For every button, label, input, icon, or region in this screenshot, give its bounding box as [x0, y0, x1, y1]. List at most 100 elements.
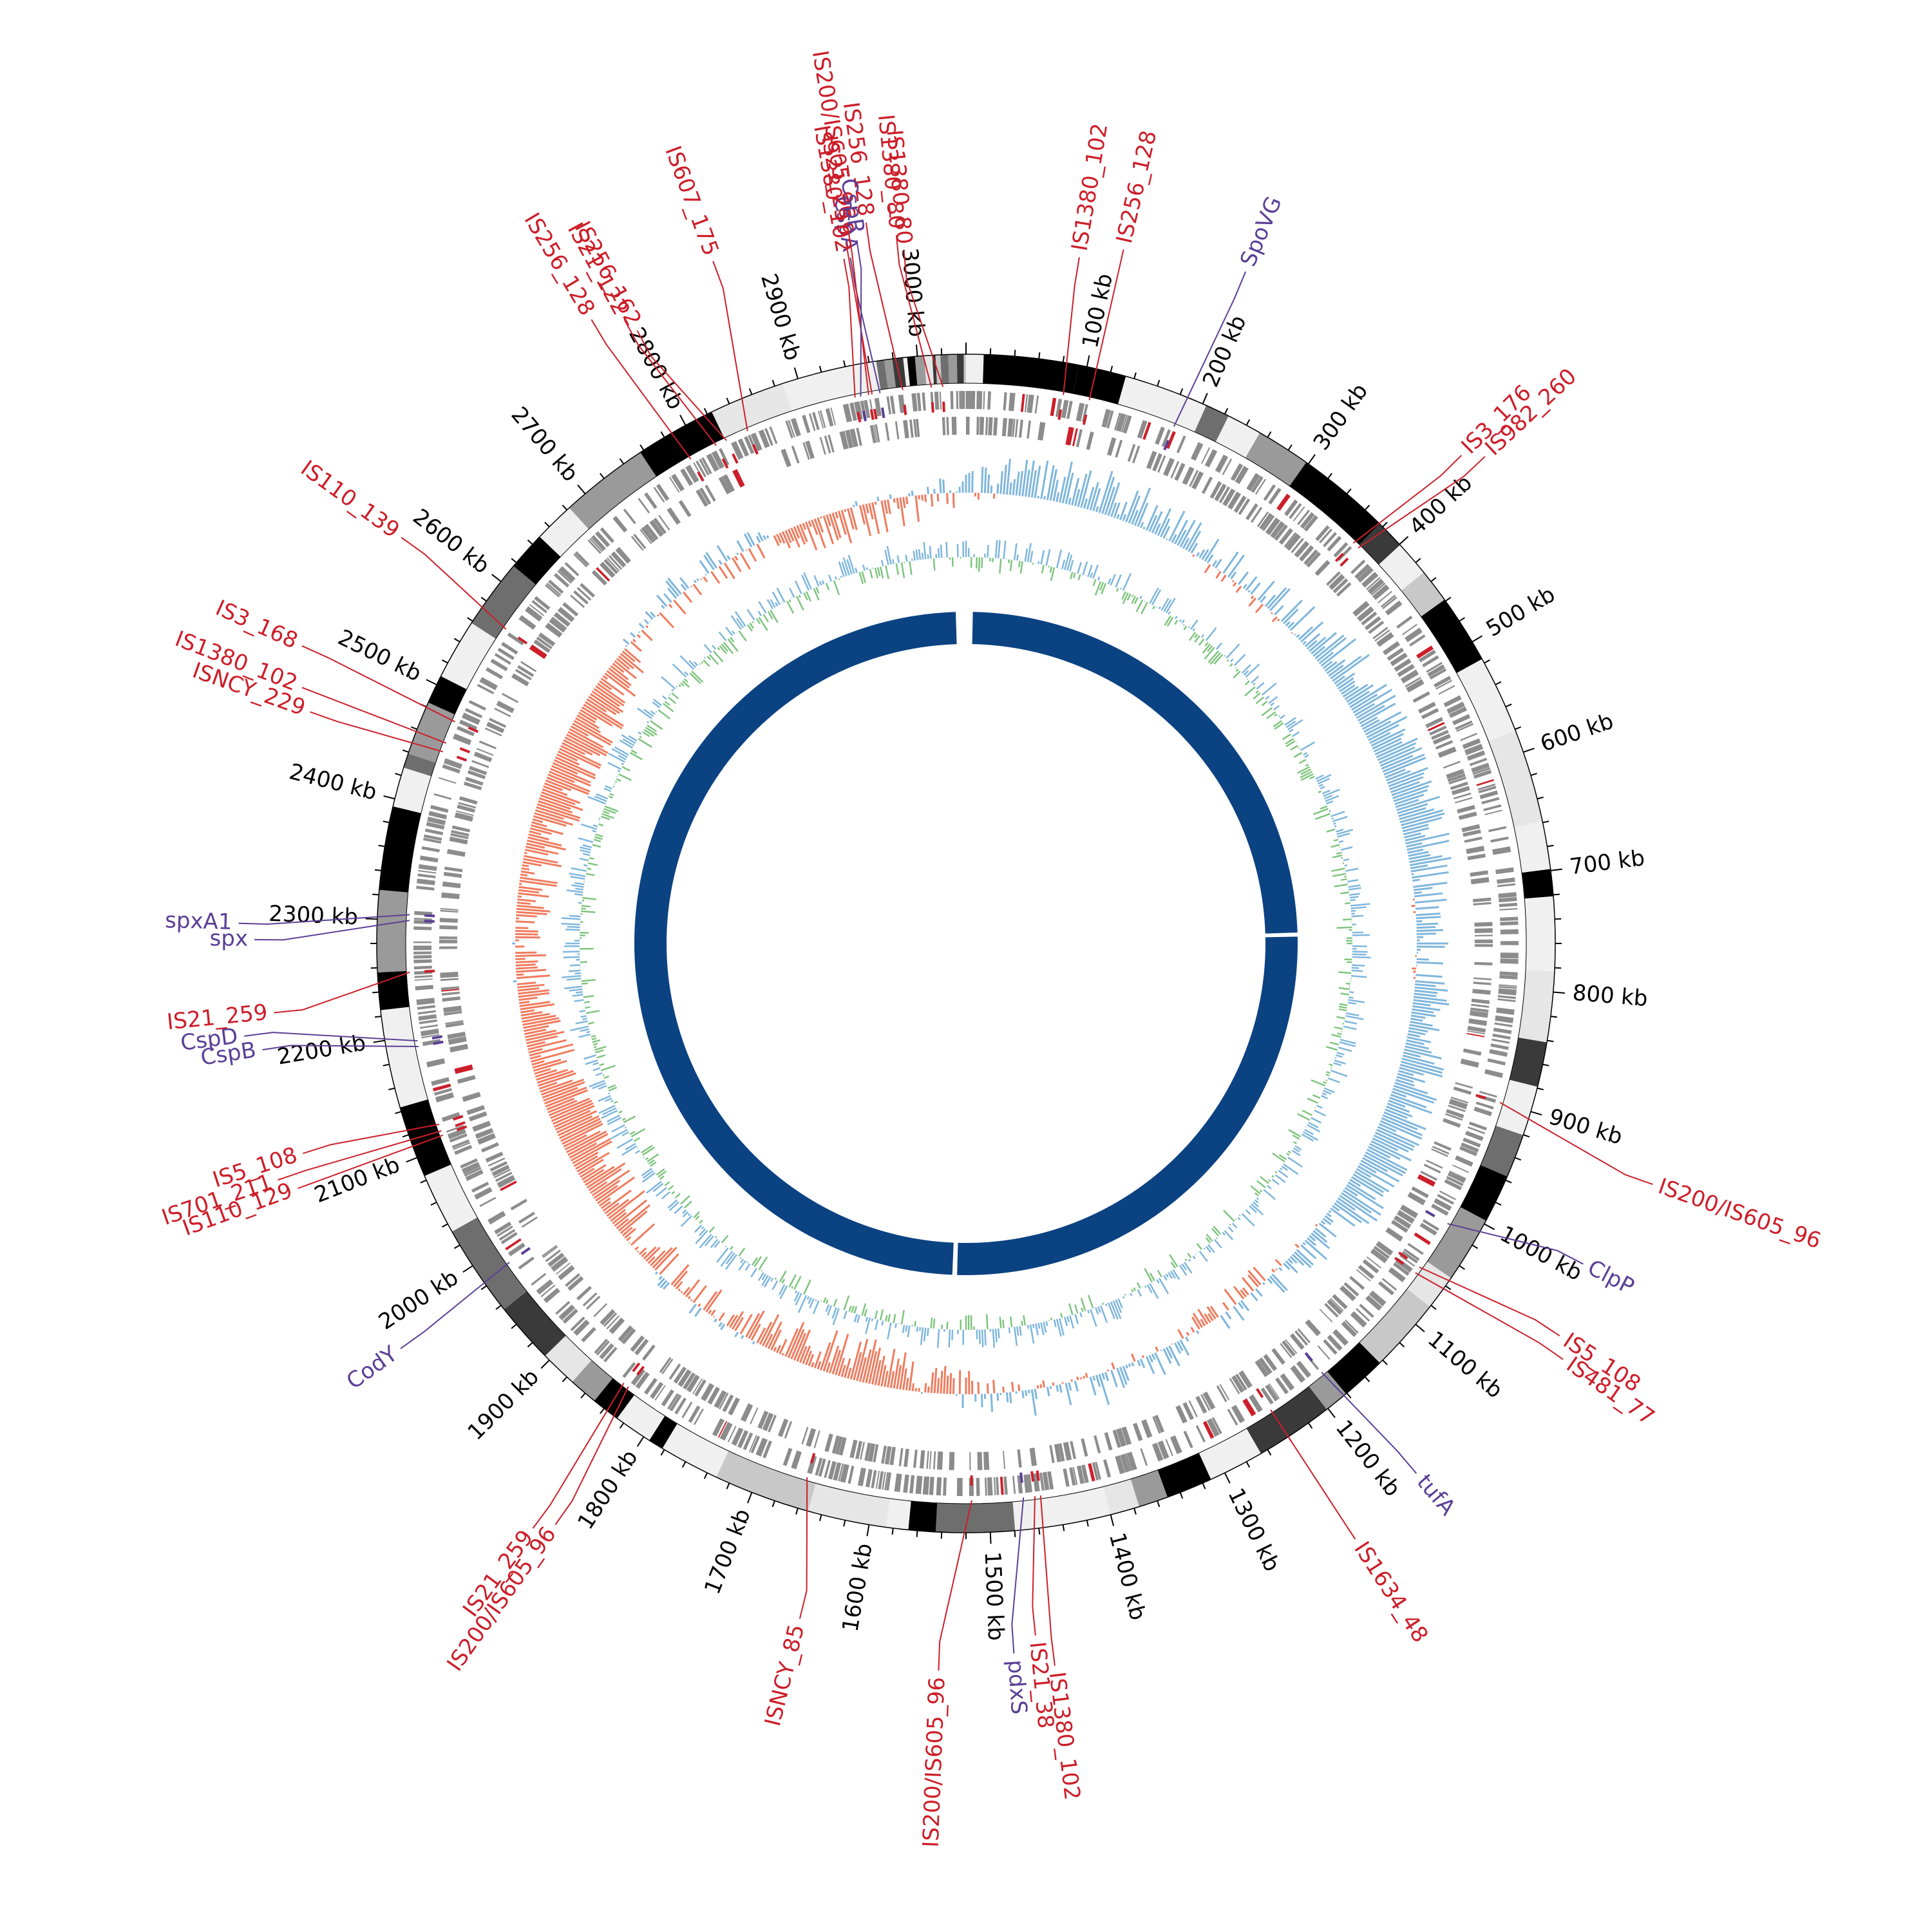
gc-content-bar	[1293, 1141, 1297, 1144]
gc-content-bar	[1272, 1152, 1285, 1163]
cds-forward	[915, 1475, 923, 1495]
gc-skew-bar	[757, 532, 764, 542]
cds-reverse	[456, 810, 474, 817]
cds-forward	[712, 1418, 725, 1437]
gc-content-bar	[905, 554, 908, 562]
cds-forward	[884, 1472, 889, 1490]
cds-forward	[543, 1287, 560, 1303]
cds-reverse	[1472, 989, 1491, 995]
gc-skew-bar	[886, 499, 891, 515]
gc-skew-bar	[534, 1068, 551, 1075]
gc-content-bar	[1207, 645, 1213, 652]
cds-reverse	[1444, 1113, 1463, 1121]
cds-forward	[1378, 1281, 1395, 1296]
gc-skew-bar	[522, 861, 542, 867]
gc-content-bar	[1066, 1316, 1070, 1323]
gc-content-bar	[714, 1240, 721, 1248]
gc-content-bar	[1349, 893, 1361, 896]
gc-skew-bar	[524, 848, 549, 856]
gc-skew-bar	[1215, 558, 1222, 569]
cds-reverse	[1174, 462, 1186, 481]
gene-label: pdxS	[1003, 1659, 1032, 1715]
gc-content-bar	[674, 1193, 681, 1199]
gc-content-bar	[795, 1293, 802, 1306]
gc-skew-bar	[1204, 1313, 1211, 1323]
gc-skew-bar	[828, 1345, 840, 1374]
gc-content-track	[561, 540, 1371, 1349]
gc-skew-bar	[1324, 1215, 1334, 1223]
cds-forward	[1414, 1232, 1431, 1245]
minor-tick	[383, 1063, 390, 1066]
gc-content-bar	[1122, 1296, 1125, 1299]
gc-skew-bar	[1276, 618, 1280, 621]
cds-forward	[864, 399, 871, 419]
minor-tick	[600, 1408, 605, 1414]
cds-forward	[555, 1301, 571, 1315]
cds-forward	[497, 1226, 513, 1237]
gc-skew-bar	[1137, 502, 1149, 527]
annotation-marker	[1340, 557, 1349, 567]
cds-forward	[1061, 399, 1069, 419]
scale-band-segment	[907, 356, 918, 386]
gc-content-bar	[1209, 652, 1222, 665]
gc-content-bar	[1312, 808, 1329, 815]
annotation-marker	[697, 471, 705, 482]
cds-reverse	[1202, 1391, 1216, 1410]
gc-skew-bar	[545, 1089, 589, 1108]
gc-content-bar	[1110, 1301, 1119, 1320]
cds-forward	[828, 1461, 837, 1480]
gc-skew-bar	[745, 1312, 761, 1338]
gc-skew-bar	[1341, 684, 1356, 695]
gc-content-bar	[691, 670, 704, 683]
cds-forward	[500, 1231, 518, 1244]
gc-skew-bar	[1271, 616, 1278, 623]
gc-skew-bar	[1192, 1312, 1204, 1328]
gc-content-bar	[630, 1128, 646, 1138]
cds-forward	[1437, 1193, 1454, 1205]
gc-skew-bar	[781, 531, 791, 549]
cds-reverse	[473, 752, 493, 762]
cds-forward	[1477, 783, 1496, 791]
tick-label: 3000 kb	[896, 247, 929, 337]
gc-content-bar	[1251, 1203, 1264, 1216]
gc-skew-bar	[1262, 1282, 1265, 1285]
gc-skew-bar	[1098, 471, 1113, 513]
tick-label: 2200 kb	[276, 1030, 368, 1070]
cds-forward	[589, 538, 603, 553]
gc-content-bar	[757, 1272, 764, 1282]
gc-skew-bar	[1398, 1070, 1414, 1076]
cds-reverse	[1182, 466, 1195, 486]
gc-skew-bar	[776, 533, 782, 544]
cds-forward	[1293, 506, 1305, 522]
gc-content-bar	[1340, 891, 1349, 895]
gc-skew-bar	[1369, 732, 1391, 744]
gc-skew-bar	[1107, 482, 1121, 516]
gc-content-bar	[874, 567, 878, 578]
gc-skew-bar	[1111, 1362, 1115, 1370]
gc-content-bar	[629, 1131, 636, 1135]
cds-reverse	[1417, 701, 1436, 714]
gc-content-bar	[1331, 811, 1345, 817]
gc-skew-bar	[743, 533, 753, 547]
gc-skew-bar	[1408, 1030, 1426, 1036]
gc-content-bar	[1169, 1254, 1179, 1267]
cds-forward	[1231, 1405, 1245, 1423]
cds-reverse	[951, 417, 957, 435]
gc-content-bar	[580, 849, 591, 854]
gc-skew-bar	[862, 1349, 872, 1383]
gc-skew-bar	[591, 690, 624, 713]
gc-content-bar	[578, 837, 594, 843]
gc-content-bar	[1066, 554, 1073, 571]
cds-reverse	[1327, 1299, 1343, 1315]
cds-reverse	[757, 1410, 769, 1429]
gc-skew-bar	[1306, 639, 1318, 650]
major-tick	[365, 918, 377, 920]
gc-skew-bar	[1395, 799, 1419, 808]
cds-reverse	[1470, 1007, 1489, 1013]
cds-forward	[422, 1039, 441, 1046]
annotation-marker	[732, 453, 739, 464]
cds-forward	[505, 1238, 522, 1251]
gc-skew-bar	[516, 904, 544, 909]
gc-skew-bar	[1245, 576, 1258, 591]
cds-reverse	[1297, 1328, 1311, 1343]
